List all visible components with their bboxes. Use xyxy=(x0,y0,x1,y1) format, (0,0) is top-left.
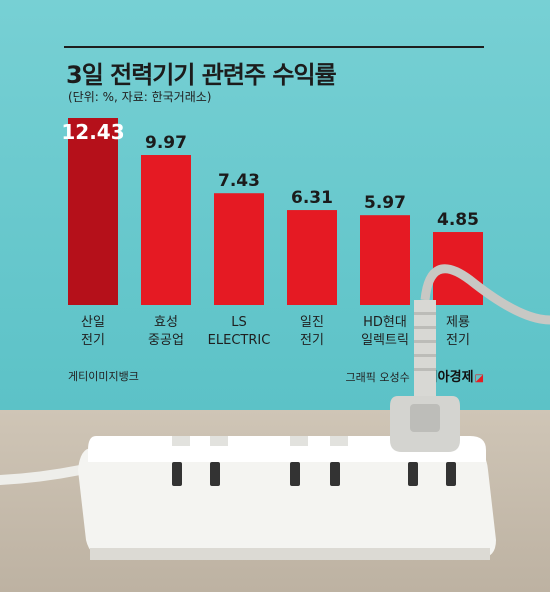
socket-hole xyxy=(210,462,220,486)
bar-value-label-4: 5.97 xyxy=(364,193,406,213)
bar-value-label-2: 7.43 xyxy=(218,171,260,191)
category-label-0-line-1: 전기 xyxy=(81,333,105,348)
plug-grip xyxy=(410,404,440,432)
bar-3 xyxy=(287,210,337,305)
category-label-3-line-1: 전기 xyxy=(300,333,324,348)
bar-value-label-3: 6.31 xyxy=(291,188,333,208)
strip-tab xyxy=(172,436,190,446)
category-label-1-line-1: 중공업 xyxy=(148,333,184,348)
chart-subtitle: (단위: %, 자료: 한국거래소) xyxy=(68,90,212,104)
socket-hole xyxy=(408,462,418,486)
category-label-0-line-0: 산일 xyxy=(81,315,105,330)
strip-tab xyxy=(210,436,228,446)
bar-1 xyxy=(141,155,191,305)
bar-0 xyxy=(68,118,118,305)
socket-hole xyxy=(172,462,182,486)
category-label-2-line-0: LS xyxy=(231,315,247,330)
strip-tab xyxy=(330,436,348,446)
category-label-1-line-0: 효성 xyxy=(154,315,178,330)
category-label-5-line-0: 제룡 xyxy=(446,315,470,330)
publisher-mark-icon: ◪ xyxy=(474,373,484,384)
category-label-5-line-1: 전기 xyxy=(446,333,470,348)
left-cable xyxy=(0,465,85,485)
category-label-3-line-0: 일진 xyxy=(300,315,324,330)
bar-2 xyxy=(214,193,264,305)
photo-credit: 게티이미지뱅크 xyxy=(68,370,139,383)
socket-hole xyxy=(446,462,456,486)
bar-value-label-5: 4.85 xyxy=(437,210,479,230)
strip-body xyxy=(78,448,496,558)
plug-ridges xyxy=(414,312,436,371)
category-label-2-line-1: ELECTRIC xyxy=(208,333,271,348)
bar-4 xyxy=(360,215,410,305)
category-label-4-line-1: 일렉트릭 xyxy=(361,333,409,348)
bar-value-label-1: 9.97 xyxy=(145,133,187,153)
category-label-4-line-0: HD현대 xyxy=(363,315,407,330)
chart-title: 3일 전력기기 관련주 수익률 xyxy=(66,61,337,89)
socket-hole xyxy=(330,462,340,486)
title-rule xyxy=(64,46,484,48)
graphic-credit-text: 그래픽 오성수 xyxy=(345,371,410,384)
socket-hole xyxy=(290,462,300,486)
plug-cord xyxy=(420,264,550,325)
plug-neck xyxy=(414,300,436,396)
strip-tab xyxy=(290,436,308,446)
strip-shadow xyxy=(90,548,490,560)
bar-value-label-0: 12.43 xyxy=(61,120,124,144)
